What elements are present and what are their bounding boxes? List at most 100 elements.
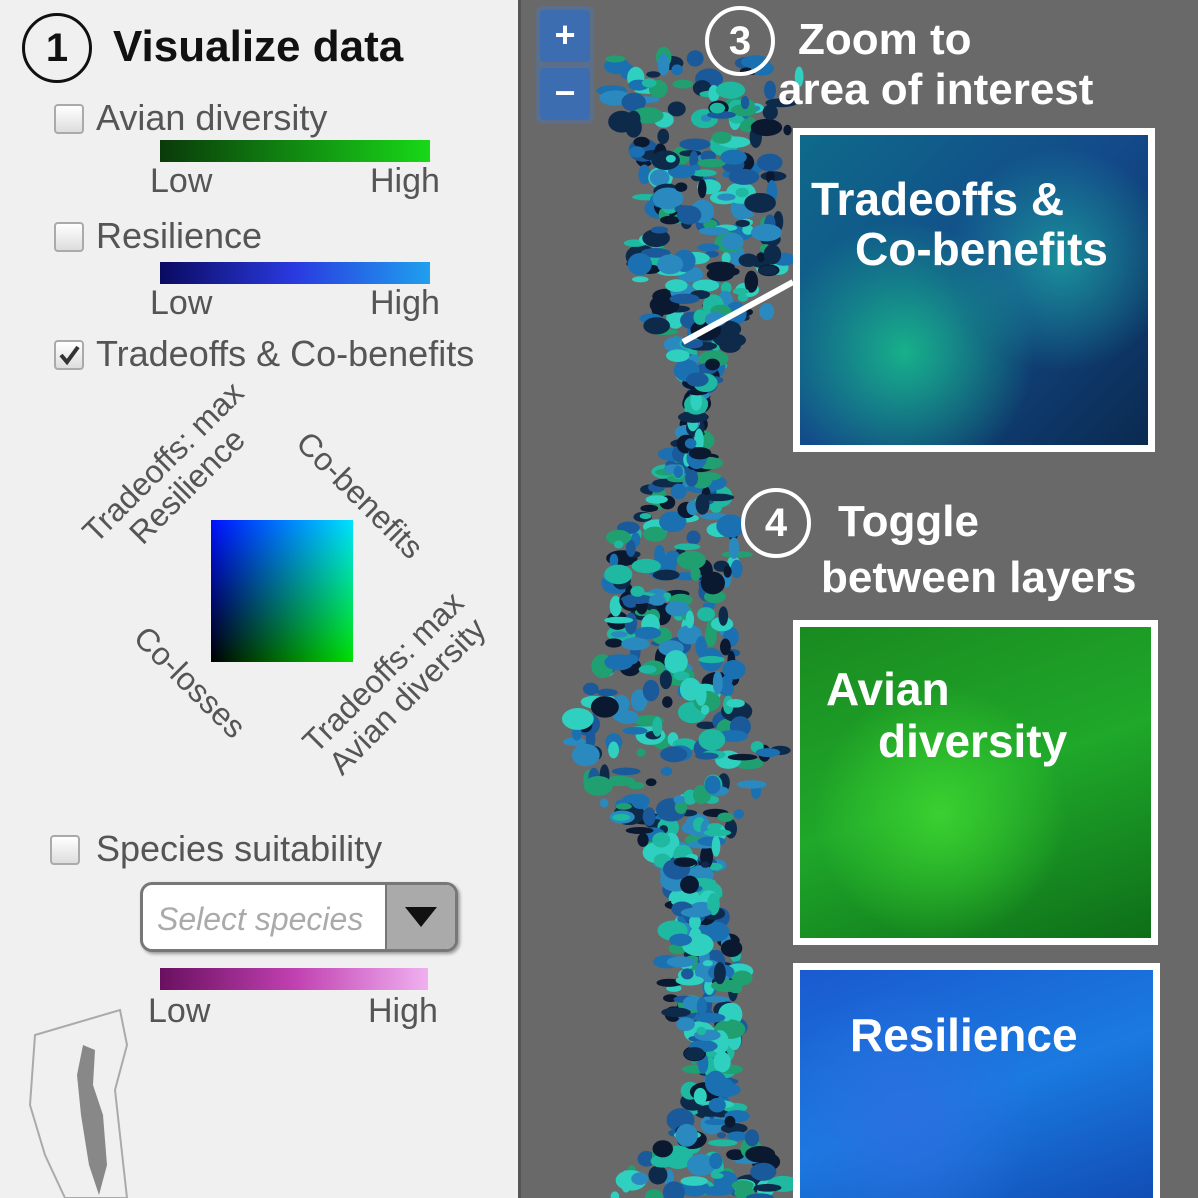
map-patch xyxy=(652,187,684,210)
map-patch xyxy=(711,131,732,144)
map-patch xyxy=(643,526,667,542)
map-patch xyxy=(660,766,673,776)
inset-tradeoffs: Tradeoffs & Co-benefits xyxy=(793,128,1155,452)
map-patch xyxy=(652,569,680,581)
layer-label[interactable]: Resilience xyxy=(96,215,263,256)
map-patch xyxy=(756,252,766,263)
map-patch xyxy=(729,985,743,994)
checkbox[interactable] xyxy=(54,222,84,252)
map-patch xyxy=(720,939,743,958)
map-patch xyxy=(642,807,656,827)
map-patch xyxy=(665,600,690,617)
inset-label: diversity xyxy=(878,715,1068,767)
bivariate-square xyxy=(211,520,353,662)
map-patch xyxy=(680,1176,708,1186)
map-patch xyxy=(631,558,661,574)
map-patch xyxy=(666,349,690,362)
map-patch xyxy=(721,675,733,686)
map-patch xyxy=(709,1152,723,1170)
map-patch xyxy=(715,81,746,99)
map-patch xyxy=(712,670,723,695)
map-patch xyxy=(704,775,721,795)
map-patch xyxy=(720,638,731,656)
map-patch xyxy=(605,638,623,648)
map-patch xyxy=(681,968,694,980)
map-patch xyxy=(677,411,709,423)
map-patch xyxy=(632,276,649,283)
map-patch xyxy=(738,253,759,268)
checkbox[interactable] xyxy=(50,835,80,865)
map-patch xyxy=(685,469,699,487)
callout-line: Toggle xyxy=(838,497,979,546)
map-patch xyxy=(698,729,726,751)
map-patch xyxy=(763,244,782,265)
map-patch xyxy=(794,66,804,88)
map-patch xyxy=(630,586,645,597)
map-patch xyxy=(762,104,778,120)
layer-label[interactable]: Avian diversity xyxy=(96,97,328,138)
map[interactable]: + − 3 Zoom to area of interest Tradeoffs… xyxy=(518,0,1198,1198)
map-patch xyxy=(686,530,701,545)
map-patch xyxy=(688,447,712,460)
species-select[interactable]: Select species xyxy=(140,882,458,952)
map-patch xyxy=(596,688,618,697)
map-patch xyxy=(662,696,673,708)
map-patch xyxy=(720,149,747,165)
map-patch xyxy=(689,914,701,930)
map-patch xyxy=(688,927,703,950)
map-patch xyxy=(737,293,748,302)
map-patch xyxy=(704,1119,728,1126)
map-patch xyxy=(696,721,717,730)
map-patch xyxy=(648,1165,668,1185)
map-patch xyxy=(631,794,650,810)
map-patch xyxy=(640,247,671,258)
map-patch xyxy=(660,215,680,225)
dropdown-button[interactable] xyxy=(385,885,455,949)
map-patch xyxy=(758,265,778,276)
map-patch xyxy=(583,776,613,796)
zoom-out[interactable]: − xyxy=(540,68,590,120)
map-patch xyxy=(702,960,713,967)
map-patch xyxy=(695,493,710,515)
map-patch xyxy=(753,1183,782,1192)
map-patch xyxy=(590,696,619,718)
map-patch xyxy=(650,226,669,234)
map-patch xyxy=(713,1051,731,1073)
layer-label[interactable]: Species suitability xyxy=(96,828,383,869)
overview-map xyxy=(28,1008,129,1198)
zoom-in[interactable]: + xyxy=(540,10,590,62)
map-patch xyxy=(700,996,731,1003)
map-patch xyxy=(676,1017,695,1031)
map-patch xyxy=(718,606,729,626)
map-patch xyxy=(728,537,740,559)
map-patch xyxy=(694,428,704,453)
map-patch xyxy=(702,493,735,502)
map-patch xyxy=(609,595,622,617)
map-patch xyxy=(699,512,727,520)
map-patch xyxy=(675,975,704,986)
inset-label: Avian xyxy=(826,663,950,715)
map-patch xyxy=(697,179,707,199)
inset-label: Resilience xyxy=(850,1009,1078,1061)
map-patch xyxy=(611,767,641,776)
legend-bar xyxy=(160,262,430,284)
map-patch xyxy=(700,861,710,868)
checkbox[interactable] xyxy=(54,340,84,370)
callout-line: Zoom to xyxy=(798,15,972,64)
map-patch xyxy=(613,540,624,549)
map-patch xyxy=(711,835,721,857)
map-patch xyxy=(686,50,704,67)
map-patch xyxy=(675,182,688,192)
map-patch xyxy=(669,933,692,946)
map-patch xyxy=(645,778,657,787)
map-patch xyxy=(676,550,706,570)
map-patch xyxy=(661,1007,691,1018)
map-patch xyxy=(656,978,682,987)
layer-label[interactable]: Tradeoffs & Co-benefits xyxy=(96,333,475,374)
checkbox[interactable] xyxy=(54,104,84,134)
map-patch xyxy=(735,187,749,198)
map-patch xyxy=(765,98,798,108)
map-patch xyxy=(736,780,767,789)
map-patch xyxy=(690,164,701,171)
